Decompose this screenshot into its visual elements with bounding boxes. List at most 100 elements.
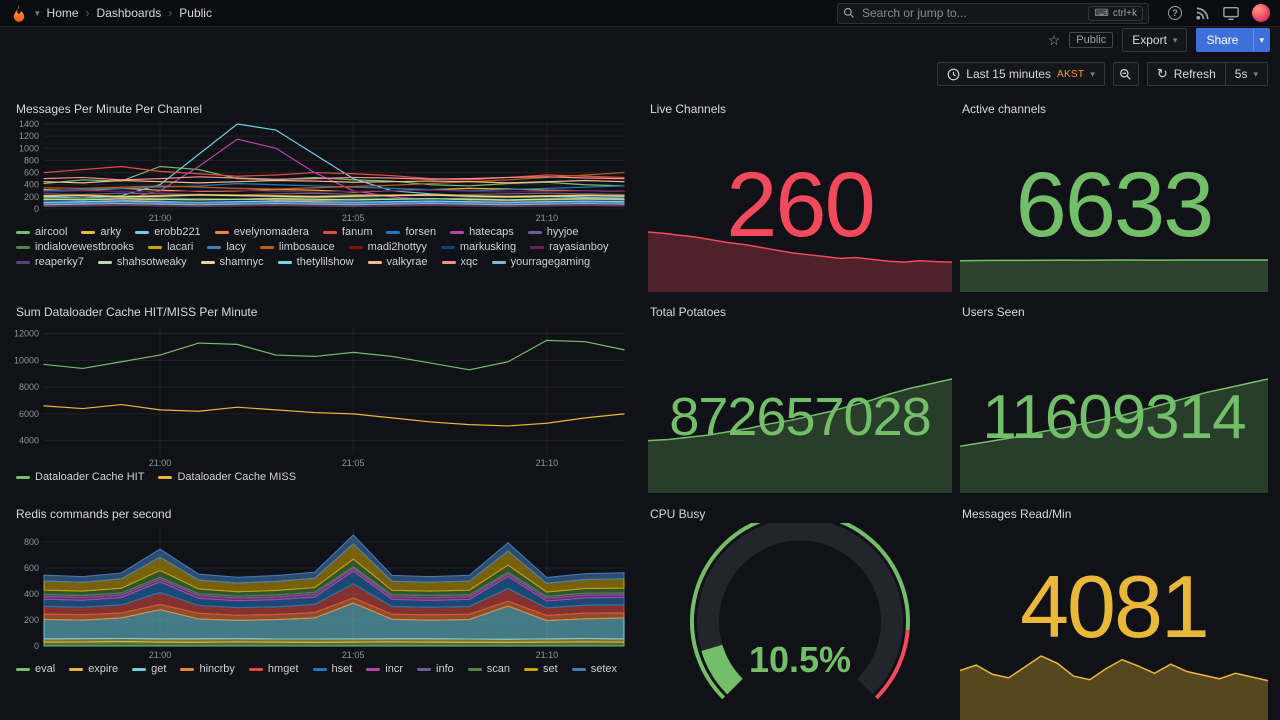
legend-item[interactable]: hatecaps [450,226,514,239]
refresh-interval-button[interactable]: 5s ▾ [1225,62,1268,86]
time-range-label: Last 15 minutes [966,67,1051,81]
time-range-picker[interactable]: Last 15 minutes AKST ▾ [937,62,1105,86]
legend-item[interactable]: evelynomadera [214,226,309,239]
monitor-icon[interactable] [1223,6,1239,21]
svg-text:800: 800 [24,155,39,165]
legend-label: hmget [267,663,299,675]
panel-title[interactable]: Messages Read/Min [962,507,1072,521]
legend-swatch-icon [132,668,147,671]
legend-label: hincrby [199,663,235,675]
svg-text:800: 800 [24,537,39,547]
legend-item[interactable]: Dataloader Cache HIT [16,471,144,484]
panel-live-channels: Live Channels 260 [648,98,952,292]
legend-label: reaperky7 [35,256,84,268]
legend-item[interactable]: rayasianboy [530,241,608,254]
search-icon [843,7,854,18]
panel-cpu-busy: CPU Busy 10.5% [648,503,952,720]
share-chevron-icon[interactable]: ▾ [1253,29,1269,51]
chevron-down-icon: ▾ [1253,68,1258,79]
zoom-out-button[interactable] [1112,62,1139,86]
legend-item[interactable]: indialovewestbrooks [16,241,134,254]
news-rss-icon[interactable] [1195,6,1210,21]
legend-swatch-icon [312,668,327,671]
stat-value: 260 [726,153,876,256]
legend-item[interactable]: lacy [207,241,246,254]
svg-text:21:10: 21:10 [536,213,559,223]
org-switcher-caret-icon[interactable]: ▾ [35,7,40,18]
favorite-star-icon[interactable]: ☆ [1047,31,1061,48]
legend-swatch-icon [440,246,455,249]
legend-swatch-icon [200,261,215,264]
legend-item[interactable]: erobb221 [135,226,201,239]
panel-title[interactable]: Users Seen [962,305,1025,319]
legend-item[interactable]: info [417,663,454,676]
breadcrumb-home[interactable]: Home [46,6,79,20]
legend-label: hyyjoe [546,226,579,238]
messages-chart[interactable]: 0 200 400 600 800 1000 1200 1400 21:00 21:05 21:10 [8,119,632,223]
redis-chart[interactable]: 0 200 400 600 800 21:00 21:05 21:10 [8,524,632,660]
legend-item[interactable]: lacari [148,241,193,254]
breadcrumb-dashboards[interactable]: Dashboards [96,6,162,20]
legend-item[interactable]: aircool [16,226,67,239]
legend-swatch-icon [367,261,382,264]
legend-item[interactable]: yourragegaming [491,256,590,269]
panel-title[interactable]: Sum Dataloader Cache HIT/MISS Per Minute [16,305,258,319]
grafana-logo[interactable] [10,4,28,22]
nav-icons: ? [1168,4,1270,22]
redis-legend: eval expire get hincrby hmget hset incr info sca… [8,660,632,679]
legend-label: arky [100,226,122,238]
user-avatar[interactable] [1252,4,1270,22]
legend-item[interactable]: setex [571,663,617,676]
legend-item[interactable]: hincrby [180,663,235,676]
legend-item[interactable]: hmget [248,663,299,676]
legend-item[interactable]: arky [81,226,121,239]
legend-item[interactable]: shahsotweaky [97,256,187,269]
legend-item[interactable]: valkyrae [367,256,428,269]
legend-item[interactable]: set [524,663,558,676]
legend-item[interactable]: shamnyc [200,256,264,269]
chevron-down-icon: ▾ [1090,68,1095,79]
panel-title[interactable]: Live Channels [650,102,727,116]
svg-text:600: 600 [24,168,39,178]
visibility-badge: Public [1069,32,1114,48]
legend-item[interactable]: get [132,663,166,676]
panel-title[interactable]: CPU Busy [650,507,706,521]
svg-text:1200: 1200 [19,131,39,141]
panel-title[interactable]: Active channels [962,102,1047,116]
legend-item[interactable]: thetylilshow [277,256,354,269]
svg-text:200: 200 [24,615,39,625]
legend-item[interactable]: forsen [386,226,436,239]
panel-title[interactable]: Total Potatoes [650,305,727,319]
svg-text:21:05: 21:05 [342,458,365,468]
legend-item[interactable]: hyyjoe [527,226,579,239]
legend-item[interactable]: reaperky7 [16,256,84,269]
legend-item[interactable]: xqc [441,256,478,269]
legend-item[interactable]: eval [16,663,55,676]
legend-item[interactable]: hset [312,663,352,676]
cpu-gauge[interactable]: 10.5% [648,511,952,720]
legend-swatch-icon [214,231,229,234]
messages-legend: aircool arky erobb221 evelynomadera fanum for… [8,223,632,272]
clock-icon [947,68,960,80]
legend-label: Dataloader Cache HIT [35,471,145,483]
export-button[interactable]: Export ▾ [1122,28,1188,52]
share-button[interactable]: Share ▾ [1196,28,1270,52]
refresh-button[interactable]: ↻ Refresh [1146,62,1226,86]
legend-item[interactable]: incr [366,663,403,676]
legend-item[interactable]: madi2hottyy [348,241,427,254]
legend-item[interactable]: scan [467,663,510,676]
dataloader-chart[interactable]: 4000 6000 8000 10000 12000 21:00 21:05 21:10 [8,322,632,468]
legend-item[interactable]: markusking [440,241,516,254]
legend-item[interactable]: fanum [322,226,372,239]
panel-title[interactable]: Messages Per Minute Per Channel [16,102,203,116]
svg-text:600: 600 [24,563,39,573]
panel-title[interactable]: Redis commands per second [16,507,172,521]
search-input[interactable]: Search or jump to... ⌨ ctrl+k [837,2,1149,24]
help-icon[interactable]: ? [1168,6,1182,20]
timezone-label: AKST [1056,68,1085,80]
legend-item[interactable]: Dataloader Cache MISS [158,471,296,484]
legend-item[interactable]: expire [69,663,118,676]
svg-text:21:05: 21:05 [342,650,365,660]
legend-label: set [543,663,558,675]
legend-item[interactable]: limbosauce [259,241,335,254]
